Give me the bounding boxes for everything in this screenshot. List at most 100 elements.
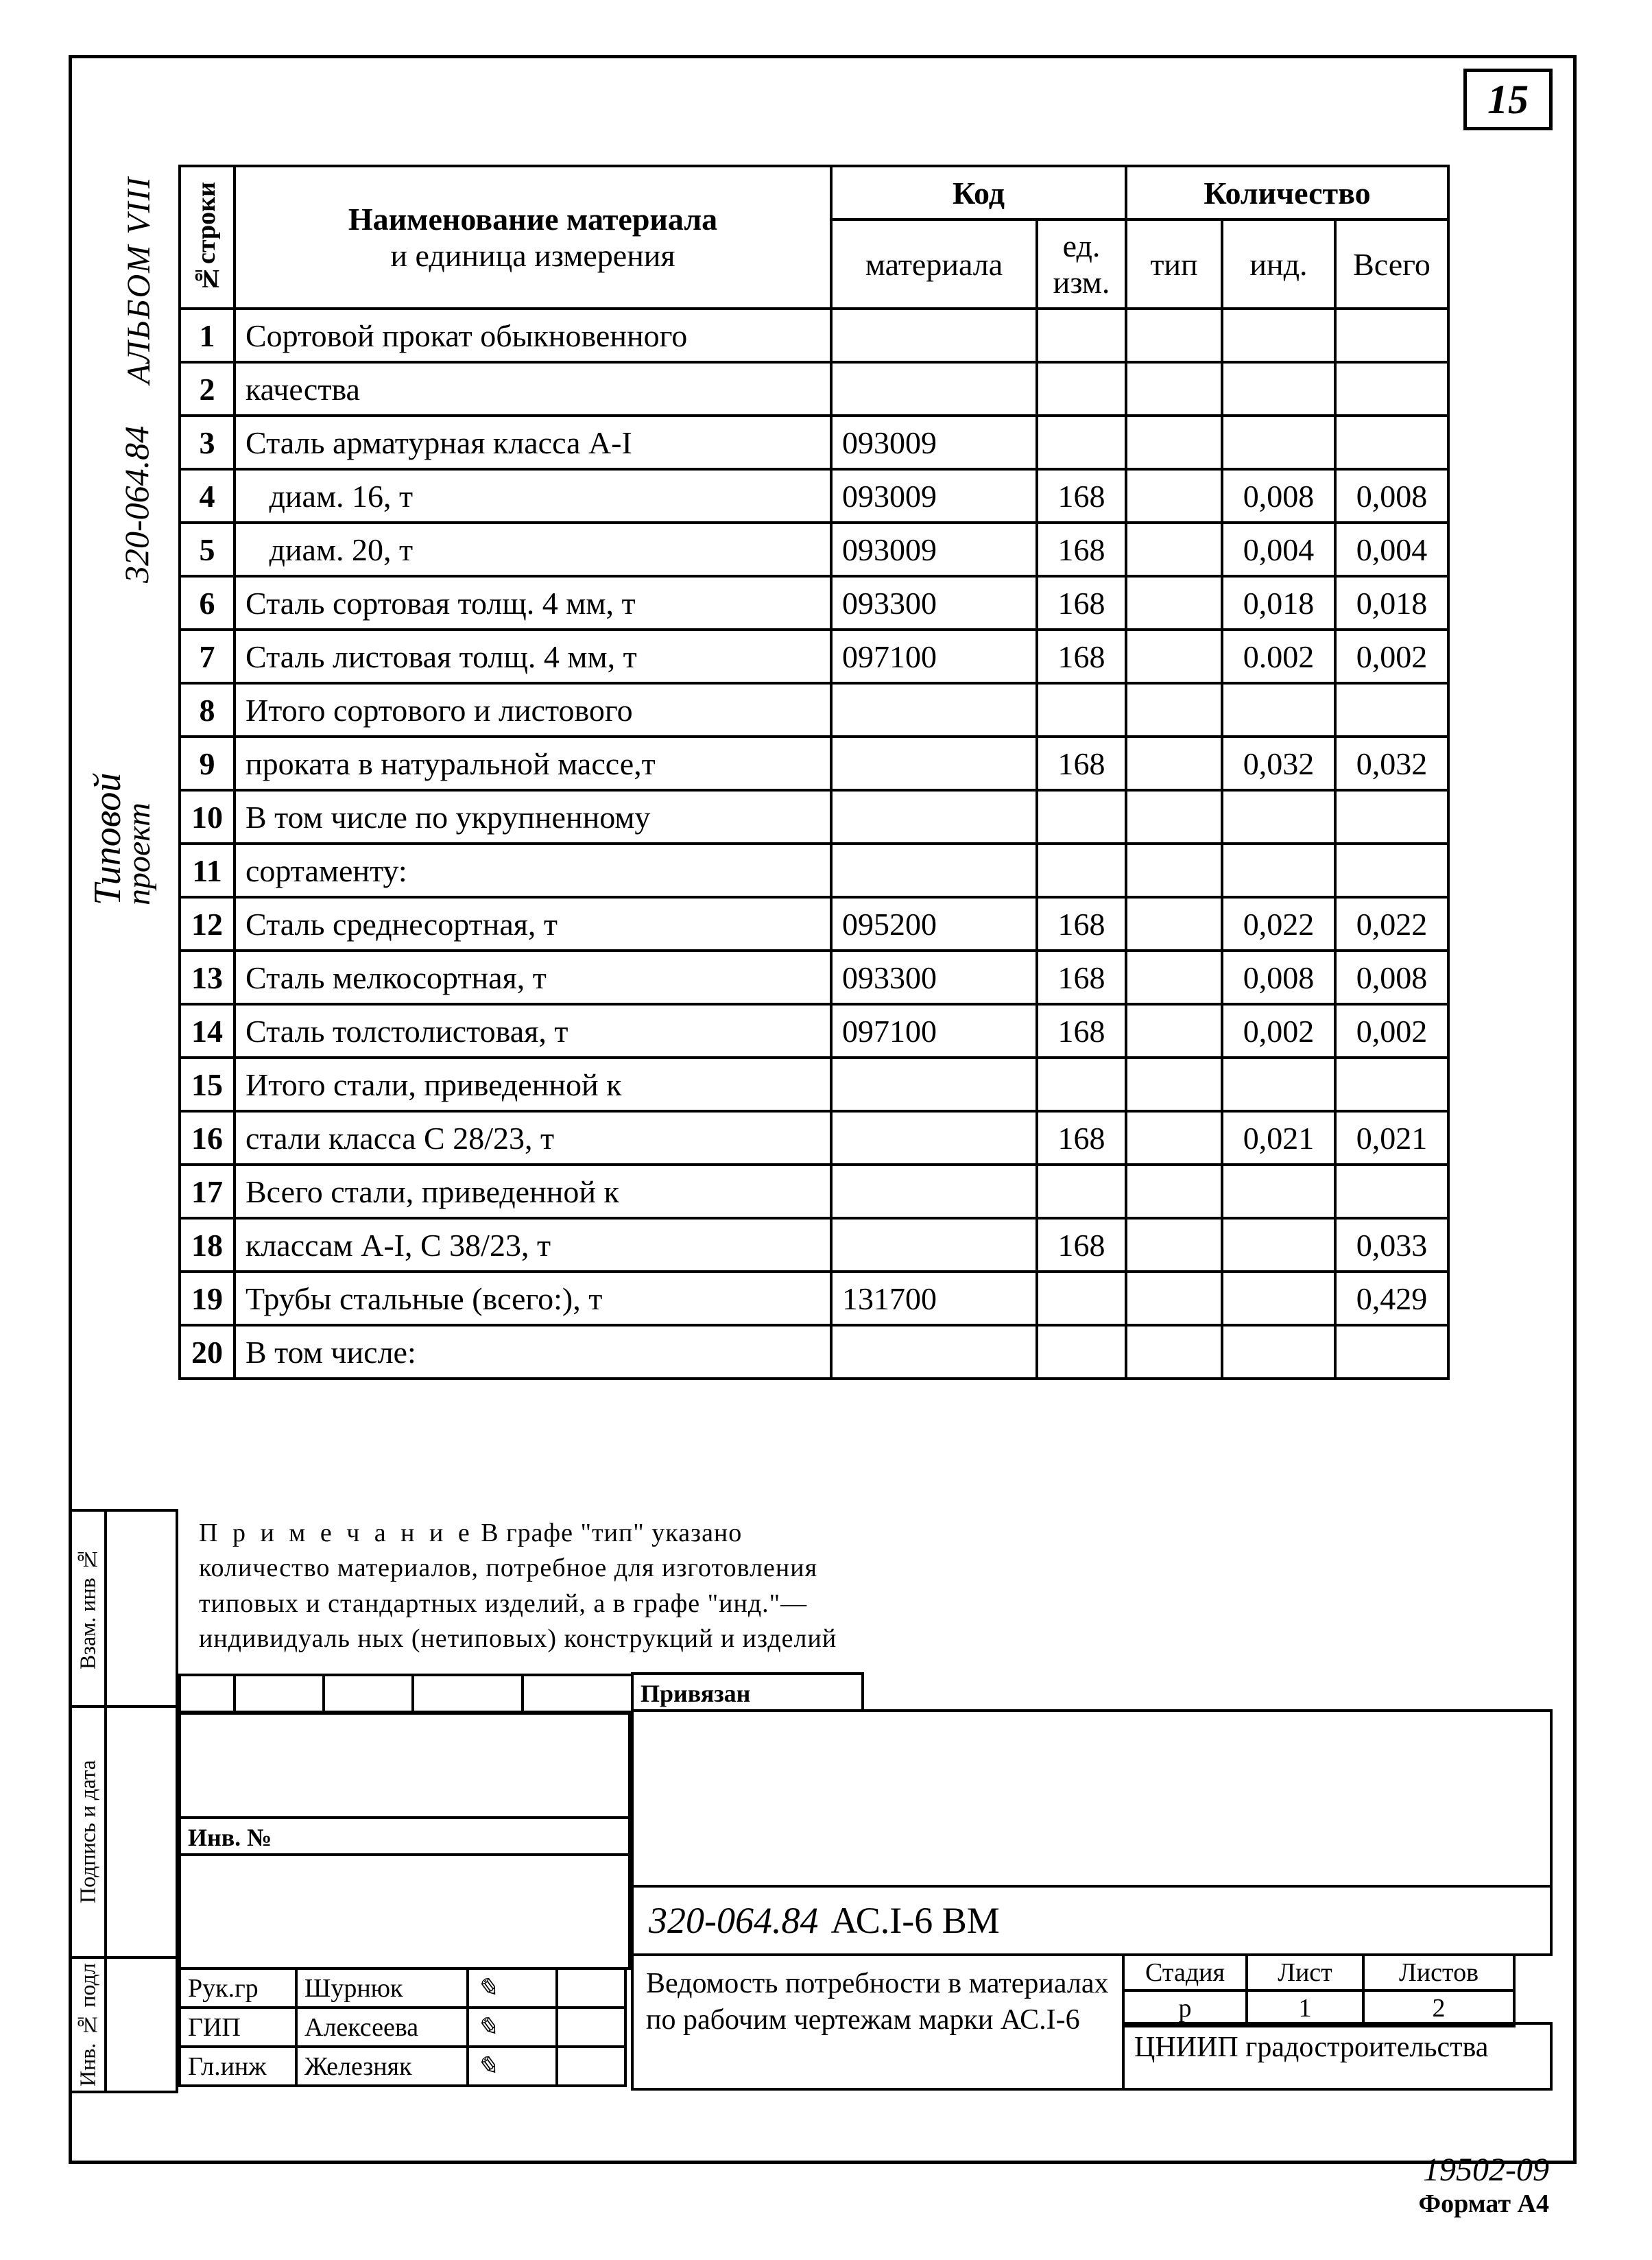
cell-qty-total: 0,022 xyxy=(1335,897,1448,951)
cell-unit-code xyxy=(1037,309,1126,362)
table-row: 4 диам. 16, т0930091680,0080,008 xyxy=(180,469,1448,523)
cell-qty-total: 0,008 xyxy=(1335,469,1448,523)
cell-qty-total xyxy=(1335,790,1448,844)
stage-v1: р xyxy=(1123,1990,1247,2026)
th-name-line2: и единица измерения xyxy=(246,237,820,274)
cell-row-no: 10 xyxy=(180,790,235,844)
th-code-material: материала xyxy=(831,219,1037,309)
cell-name: диам. 16, т xyxy=(235,469,831,523)
cell-row-no: 6 xyxy=(180,576,235,630)
cell-material-code: 095200 xyxy=(831,897,1037,951)
cell-qty-ind: 0,018 xyxy=(1222,576,1335,630)
cell-unit-code xyxy=(1037,1325,1126,1379)
cell-material-code: 097100 xyxy=(831,1004,1037,1058)
cell-material-code: 093009 xyxy=(831,469,1037,523)
cell-qty-total: 0,021 xyxy=(1335,1111,1448,1165)
cell-qty-ind xyxy=(1222,1325,1335,1379)
page-number-box: 15 xyxy=(1463,69,1553,130)
stage-v2: 1 xyxy=(1247,1990,1363,2026)
cell-row-no: 20 xyxy=(180,1325,235,1379)
cell-material-code xyxy=(831,362,1037,416)
cell-name: сортаменту: xyxy=(235,844,831,897)
cell-unit-code xyxy=(1037,1058,1126,1111)
cell-row-no: 16 xyxy=(180,1111,235,1165)
sign-date xyxy=(557,1968,625,2008)
table-row: 8Итого сортового и листового xyxy=(180,683,1448,737)
sign-name: Шурнюк xyxy=(296,1968,468,2008)
cell-material-code xyxy=(831,1058,1037,1111)
cell-material-code xyxy=(831,1165,1037,1218)
side-label-album: АЛЬБОМ VIII xyxy=(120,176,158,384)
cell-material-code: 093009 xyxy=(831,523,1037,576)
side-label-project-number: 320-064.84 xyxy=(117,426,156,583)
cell-unit-code: 168 xyxy=(1037,1004,1126,1058)
cell-unit-code xyxy=(1037,790,1126,844)
cell-row-no: 2 xyxy=(180,362,235,416)
cell-unit-code xyxy=(1037,362,1126,416)
footer-doc-number: 19502-09 xyxy=(1419,2151,1549,2189)
cell-material-code: 097100 xyxy=(831,630,1037,683)
cell-qty-type xyxy=(1126,844,1222,897)
cell-row-no: 4 xyxy=(180,469,235,523)
cell-qty-ind: 0,008 xyxy=(1222,469,1335,523)
th-qty-total: Всего xyxy=(1335,219,1448,309)
cell-qty-type xyxy=(1126,951,1222,1004)
cell-row-no: 18 xyxy=(180,1218,235,1272)
cell-name: Сортовой прокат обыкновенного xyxy=(235,309,831,362)
table-row: 10В том числе по укрупненному xyxy=(180,790,1448,844)
cell-qty-type xyxy=(1126,630,1222,683)
cell-unit-code xyxy=(1037,683,1126,737)
cell-name: диам. 20, т xyxy=(235,523,831,576)
bind-blank-1 xyxy=(104,1509,178,1708)
side-label-proekt: проект xyxy=(120,802,158,905)
cell-qty-ind xyxy=(1222,790,1335,844)
privyazan-label: Привязан xyxy=(631,1672,864,1712)
cell-qty-type xyxy=(1126,416,1222,469)
cell-unit-code: 168 xyxy=(1037,630,1126,683)
cell-qty-total: 0,032 xyxy=(1335,737,1448,790)
table-row: 7Сталь листовая толщ. 4 мм, т0971001680.… xyxy=(180,630,1448,683)
bind-inv-podl: Инв. № подл xyxy=(69,1956,107,2093)
bind-vzam-inv: Взам. инв № xyxy=(69,1509,107,1708)
cell-unit-code: 168 xyxy=(1037,737,1126,790)
table-row: 13Сталь мелкосортная, т0933001680,0080,0… xyxy=(180,951,1448,1004)
cell-name: Сталь сортовая толщ. 4 мм, т xyxy=(235,576,831,630)
cell-qty-type xyxy=(1126,1165,1222,1218)
th-qty: Количество xyxy=(1126,166,1448,219)
cell-unit-code: 168 xyxy=(1037,1218,1126,1272)
cell-material-code: 093009 xyxy=(831,416,1037,469)
cell-material-code xyxy=(831,683,1037,737)
cell-qty-ind xyxy=(1222,1058,1335,1111)
cell-material-code xyxy=(831,1111,1037,1165)
cell-unit-code xyxy=(1037,416,1126,469)
cell-qty-ind: 0,022 xyxy=(1222,897,1335,951)
table-row: 6Сталь сортовая толщ. 4 мм, т0933001680,… xyxy=(180,576,1448,630)
cell-qty-type xyxy=(1126,1004,1222,1058)
cell-qty-ind xyxy=(1222,1165,1335,1218)
th-row-no: №строки xyxy=(180,166,235,309)
cell-qty-type xyxy=(1126,523,1222,576)
stamp-right-blank xyxy=(631,1709,1553,1888)
table-row: 11сортаменту: xyxy=(180,844,1448,897)
bind-blank-2 xyxy=(104,1705,178,1959)
cell-qty-total xyxy=(1335,1165,1448,1218)
cell-qty-type xyxy=(1126,683,1222,737)
cell-unit-code: 168 xyxy=(1037,523,1126,576)
document-description: Ведомость потребности в материалах по ра… xyxy=(631,1953,1125,2091)
cell-qty-total: 0,429 xyxy=(1335,1272,1448,1325)
materials-table: №строки Наименование материала и единица… xyxy=(178,165,1450,1380)
table-row: 16стали класса С 28/23, т1680,0210,021 xyxy=(180,1111,1448,1165)
cell-qty-type xyxy=(1126,897,1222,951)
sign-role: ГИП xyxy=(180,2008,296,2047)
cell-name: Сталь среднесортная, т xyxy=(235,897,831,951)
cell-qty-ind xyxy=(1222,362,1335,416)
doc-code-italic: 320-064.84 xyxy=(649,1899,818,1942)
note-lead: П р и м е ч а н и е xyxy=(199,1519,474,1547)
footer: 19502-09 Формат А4 xyxy=(1419,2151,1549,2219)
page: 15 Типовой проект 320-064.84 АЛЬБОМ VIII… xyxy=(0,0,1652,2260)
cell-qty-total: 0,008 xyxy=(1335,951,1448,1004)
page-number: 15 xyxy=(1487,76,1529,123)
cell-material-code xyxy=(831,737,1037,790)
cell-row-no: 5 xyxy=(180,523,235,576)
cell-name: качества xyxy=(235,362,831,416)
